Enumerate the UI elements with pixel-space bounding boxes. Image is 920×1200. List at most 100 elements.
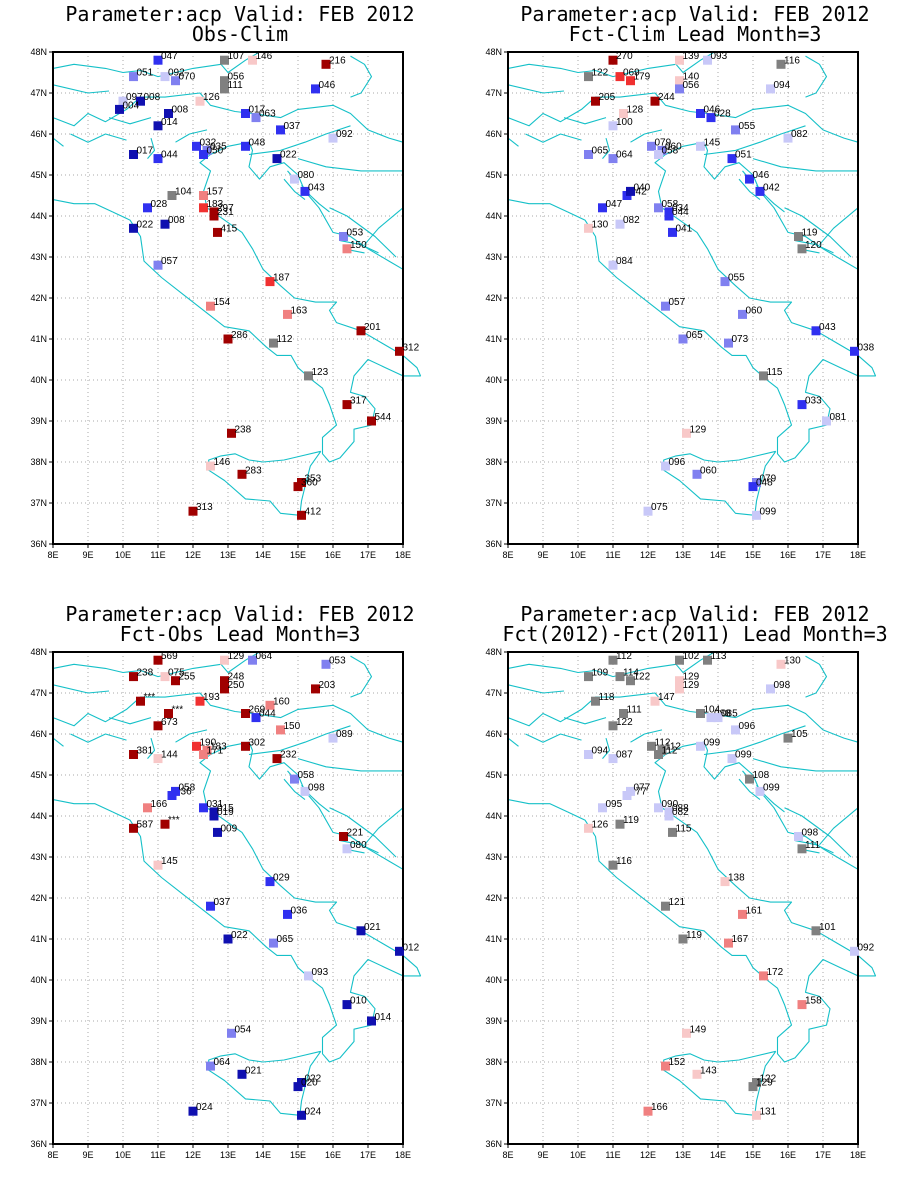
y-tick-label: 45N	[485, 170, 502, 180]
station-marker	[206, 901, 215, 911]
coast-line	[70, 733, 127, 743]
station-marker	[220, 84, 229, 94]
station-marker	[731, 725, 740, 735]
station-marker	[759, 371, 768, 381]
station-marker	[724, 338, 733, 348]
station-value-label: 050	[207, 146, 224, 157]
y-tick-label: 38N	[485, 1057, 502, 1067]
station-value-label: 037	[284, 121, 301, 132]
station-value-label: 042	[630, 187, 647, 198]
station-marker	[584, 72, 593, 82]
coast-line	[52, 92, 404, 143]
station-marker	[339, 232, 348, 241]
y-tick-label: 47N	[30, 88, 47, 98]
x-tick-label: 13E	[675, 550, 691, 560]
station-value-label: 087	[616, 750, 633, 761]
station-value-label: 008	[172, 105, 189, 116]
station-value-label: 415	[221, 223, 238, 234]
y-tick-label: 37N	[485, 1098, 502, 1108]
station-marker	[265, 277, 275, 287]
station-value-label: 063	[259, 109, 276, 120]
station-value-label: 297	[217, 203, 234, 214]
x-tick-label: 17E	[815, 550, 831, 560]
station-value-label: 187	[273, 273, 290, 284]
station-value-label: 009	[221, 823, 238, 834]
y-tick-label: 37N	[30, 498, 47, 508]
coast-line	[602, 737, 611, 759]
y-tick-label: 42N	[30, 293, 47, 303]
station-marker	[654, 203, 663, 213]
coast-line	[283, 178, 306, 201]
station-value-label: 216	[329, 55, 346, 66]
x-tick-label: 8E	[47, 550, 58, 560]
station-value-label: 673	[161, 717, 178, 728]
coast-line	[52, 651, 260, 678]
station-value-label: 161	[746, 905, 763, 916]
station-value-label: 150	[284, 721, 301, 732]
station-marker	[752, 1110, 761, 1120]
station-value-label: 129	[690, 424, 707, 435]
coast-line	[208, 1050, 322, 1116]
panel-subtitle: Fct-Obs Lead Month=3	[119, 622, 361, 646]
station-marker	[608, 721, 618, 731]
station-value-label: 587	[137, 819, 154, 830]
coast-line	[147, 137, 156, 159]
station-marker	[269, 338, 278, 348]
station-value-label: 098	[774, 680, 791, 691]
station-value-label: 058	[179, 782, 196, 793]
station-marker	[794, 232, 803, 241]
station-value-label: 064	[214, 1057, 231, 1068]
station-value-label: 143	[700, 1065, 717, 1076]
station-value-label: 054	[235, 1024, 252, 1035]
station-marker	[608, 655, 618, 665]
station-value-label: 057	[161, 256, 178, 267]
station-value-label: 055	[739, 121, 756, 132]
station-marker	[794, 832, 803, 841]
station-marker	[598, 203, 607, 213]
y-tick-label: 36N	[30, 1139, 47, 1149]
station-marker	[136, 96, 145, 106]
x-tick-label: 13E	[675, 1150, 691, 1160]
station-marker	[706, 713, 716, 723]
x-tick-label: 15E	[745, 1150, 761, 1160]
map-plot: 8E 9E 10E 11E 12E 13E 14E 15E 16E 17E 18E 36N 37N 38N…	[30, 47, 422, 560]
y-tick-label: 44N	[30, 211, 47, 221]
station-marker	[797, 1000, 807, 1010]
coast-line	[507, 651, 715, 678]
coast-line	[364, 807, 404, 846]
station-value-label: 122	[592, 68, 609, 79]
x-tick-label: 11E	[605, 550, 620, 560]
y-tick-label: 44N	[485, 211, 502, 221]
station-marker	[720, 277, 730, 287]
station-value-label: 080	[350, 840, 367, 851]
panel-title: Parameter:acp Valid: FEB 2012	[520, 2, 870, 26]
station-marker	[251, 713, 261, 723]
station-marker	[153, 860, 163, 870]
station-value-label: 017	[137, 146, 154, 157]
station-value-label: 122	[634, 672, 651, 683]
station-value-label: 190	[200, 737, 217, 748]
station-value-label: 081	[830, 412, 847, 423]
x-tick-label: 8E	[47, 1150, 58, 1160]
y-tick-label: 41N	[485, 334, 502, 344]
station-marker	[237, 1069, 247, 1079]
station-value-label: 022	[305, 1074, 322, 1085]
station-marker	[227, 428, 236, 438]
station-marker	[395, 946, 404, 956]
x-tick-label: 13E	[220, 550, 236, 560]
station-value-label: 014	[375, 1012, 392, 1023]
station-marker	[153, 55, 163, 65]
y-tick-label: 45N	[30, 770, 47, 780]
x-tick-label: 17E	[360, 550, 376, 560]
station-marker	[850, 346, 859, 356]
x-tick-label: 10E	[115, 550, 131, 560]
station-marker	[675, 655, 684, 665]
station-marker	[748, 1082, 758, 1092]
coast-line	[507, 799, 568, 813]
coast-line	[248, 725, 351, 756]
y-tick-label: 41N	[485, 934, 502, 944]
station-value-label: 302	[249, 737, 266, 748]
station-marker	[223, 334, 233, 344]
station-value-label: 035	[210, 141, 227, 152]
station-marker	[339, 832, 348, 841]
